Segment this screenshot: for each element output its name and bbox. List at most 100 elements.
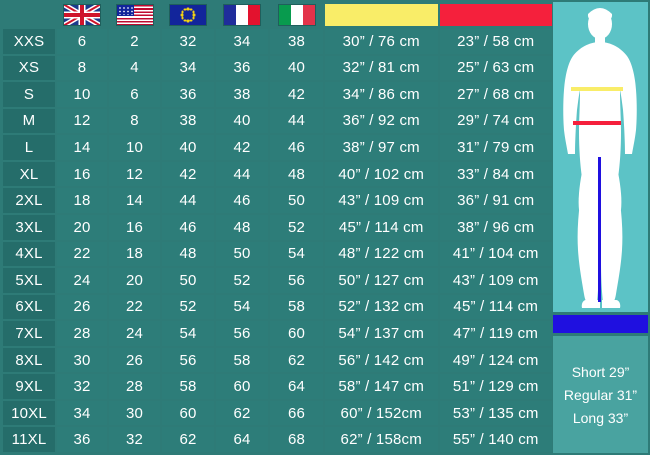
table-row: S 10 6 36 38 42 34” / 86 cm 27” / 68 cm xyxy=(2,81,553,108)
inseam-long: Long 33” xyxy=(572,409,629,426)
cell-bust: 40” / 102 cm xyxy=(325,161,438,187)
cell-fr: 56 xyxy=(216,321,268,346)
cell-size: 2XL xyxy=(3,188,55,213)
table-row: 5XL 24 20 50 52 56 50” / 127 cm 43” / 109 cm xyxy=(2,267,553,294)
cell-uk: 14 xyxy=(57,135,107,160)
table-row: XXS 6 2 32 34 38 30” / 76 cm 23” / 58 cm xyxy=(2,28,553,55)
flag-eu-icon xyxy=(162,4,214,26)
header-cell-us xyxy=(109,3,160,27)
cell-size: 7XL xyxy=(3,321,55,346)
cell-eu: 58 xyxy=(162,374,214,399)
cell-fr: 34 xyxy=(216,29,268,54)
cell-fr: 48 xyxy=(216,214,268,240)
cell-eu: 42 xyxy=(162,161,214,187)
cell-uk: 24 xyxy=(57,268,107,293)
cell-it: 40 xyxy=(270,55,323,81)
cell-it: 44 xyxy=(270,108,323,134)
cell-waist: 33” / 84 cm xyxy=(439,161,552,187)
cell-uk: 12 xyxy=(57,108,107,134)
cell-us: 24 xyxy=(109,321,160,346)
header-cell-eu xyxy=(162,3,214,27)
cell-bust: 34” / 86 cm xyxy=(325,82,438,107)
cell-uk: 34 xyxy=(57,400,107,426)
cell-waist: 51” / 129 cm xyxy=(439,374,552,399)
cell-uk: 26 xyxy=(57,294,107,320)
cell-waist: 49” / 124 cm xyxy=(439,347,552,373)
cell-eu: 50 xyxy=(162,268,214,293)
cell-fr: 54 xyxy=(216,294,268,320)
size-table: XXS 6 2 32 34 38 30” / 76 cm 23” / 58 cm XS 8 4 34 3… xyxy=(2,3,553,452)
cell-it: 64 xyxy=(270,374,323,399)
cell-it: 58 xyxy=(270,294,323,320)
cell-eu: 40 xyxy=(162,135,214,160)
cell-it: 50 xyxy=(270,188,323,213)
cell-uk: 16 xyxy=(57,161,107,187)
cell-bust: 38” / 97 cm xyxy=(325,135,438,160)
cell-bust: 45” / 114 cm xyxy=(325,214,438,240)
cell-waist: 43” / 109 cm xyxy=(439,268,552,293)
cell-bust: 48” / 122 cm xyxy=(325,241,438,267)
cell-uk: 32 xyxy=(57,374,107,399)
cell-size: XXS xyxy=(3,29,55,54)
cell-size: 9XL xyxy=(3,374,55,399)
cell-fr: 44 xyxy=(216,161,268,187)
header-cell-bust xyxy=(325,3,438,27)
table-row: XL 16 12 42 44 48 40” / 102 cm 33” / 84 cm xyxy=(2,161,553,188)
cell-eu: 62 xyxy=(162,427,214,452)
cell-it: 46 xyxy=(270,135,323,160)
table-row: M 12 8 38 40 44 36” / 92 cm 29” / 74 cm xyxy=(2,108,553,135)
cell-us: 14 xyxy=(109,188,160,213)
cell-waist: 29” / 74 cm xyxy=(439,108,552,134)
header-cell-waist xyxy=(439,3,552,27)
cell-fr: 60 xyxy=(216,374,268,399)
cell-bust: 36” / 92 cm xyxy=(325,108,438,134)
cell-bust: 43” / 109 cm xyxy=(325,188,438,213)
table-row: 3XL 20 16 46 48 52 45” / 114 cm 38” / 96 cm xyxy=(2,214,553,241)
cell-size: 10XL xyxy=(3,400,55,426)
body-figure-panel xyxy=(553,2,648,312)
cell-uk: 18 xyxy=(57,188,107,213)
cell-eu: 52 xyxy=(162,294,214,320)
cell-it: 54 xyxy=(270,241,323,267)
cell-us: 2 xyxy=(109,29,160,54)
cell-it: 42 xyxy=(270,82,323,107)
cell-size: L xyxy=(3,135,55,160)
cell-fr: 36 xyxy=(216,55,268,81)
table-row: 2XL 18 14 44 46 50 43” / 109 cm 36” / 91 cm xyxy=(2,187,553,214)
cell-us: 8 xyxy=(109,108,160,134)
table-row: 9XL 32 28 58 60 64 58” / 147 cm 51” / 129 cm xyxy=(2,373,553,400)
header-cell-it xyxy=(270,3,323,27)
cell-uk: 22 xyxy=(57,241,107,267)
cell-uk: 10 xyxy=(57,82,107,107)
cell-it: 66 xyxy=(270,400,323,426)
cell-eu: 46 xyxy=(162,214,214,240)
cell-us: 28 xyxy=(109,374,160,399)
cell-us: 30 xyxy=(109,400,160,426)
cell-uk: 6 xyxy=(57,29,107,54)
cell-fr: 42 xyxy=(216,135,268,160)
table-row: L 14 10 40 42 46 38” / 97 cm 31” / 79 cm xyxy=(2,134,553,161)
cell-uk: 28 xyxy=(57,321,107,346)
cell-waist: 45” / 114 cm xyxy=(439,294,552,320)
cell-it: 38 xyxy=(270,29,323,54)
cell-fr: 58 xyxy=(216,347,268,373)
cell-us: 6 xyxy=(109,82,160,107)
inseam-legend: Short 29” Regular 31” Long 33” xyxy=(553,336,648,453)
cell-size: 3XL xyxy=(3,214,55,240)
cell-waist: 38” / 96 cm xyxy=(439,214,552,240)
header-cell-uk xyxy=(57,3,107,27)
cell-us: 4 xyxy=(109,55,160,81)
cell-waist: 23” / 58 cm xyxy=(439,29,552,54)
cell-waist: 53” / 135 cm xyxy=(439,400,552,426)
waist-color-bar xyxy=(439,4,552,26)
cell-uk: 8 xyxy=(57,55,107,81)
bust-measure-line xyxy=(571,87,623,91)
cell-bust: 54” / 137 cm xyxy=(325,321,438,346)
cell-eu: 38 xyxy=(162,108,214,134)
cell-it: 60 xyxy=(270,321,323,346)
bust-color-bar xyxy=(325,4,438,26)
table-row: 6XL 26 22 52 54 58 52” / 132 cm 45” / 114 cm xyxy=(2,294,553,321)
cell-size: 11XL xyxy=(3,427,55,452)
cell-uk: 36 xyxy=(57,427,107,452)
